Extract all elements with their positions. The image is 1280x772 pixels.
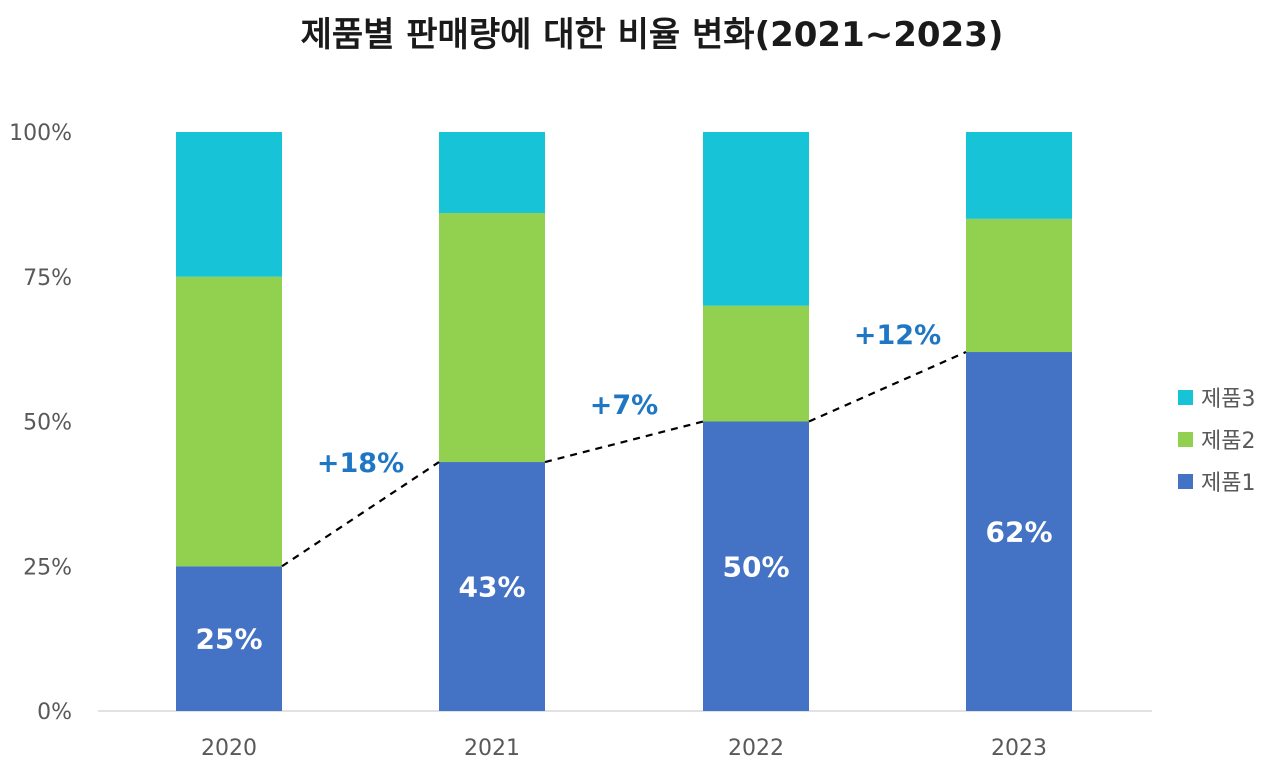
y-tick-label: 50% [23, 411, 72, 436]
data-labels: 25% 43% 50% 62% +18% +7% +12% [195, 320, 1052, 656]
connector-line [544, 420, 704, 464]
data-label: 50% [722, 550, 789, 583]
legend-swatch [1178, 432, 1193, 447]
legend-swatch [1178, 390, 1193, 405]
x-tick-label: 2020 [201, 736, 257, 761]
connector-line [808, 351, 967, 423]
x-axis: 2020 2021 2022 2023 [201, 736, 1047, 761]
data-label: 25% [195, 623, 262, 656]
y-tick-label: 0% [37, 700, 72, 725]
bars [176, 132, 1072, 711]
legend: 제품3 제품2 제품1 [1178, 387, 1255, 496]
x-tick-label: 2023 [991, 736, 1047, 761]
legend-label: 제품3 [1201, 387, 1255, 412]
change-label: +18% [317, 448, 404, 479]
x-tick-label: 2021 [464, 736, 520, 761]
legend-swatch [1178, 474, 1193, 489]
change-label: +12% [854, 320, 941, 351]
y-tick-label: 100% [9, 121, 72, 146]
x-tick-label: 2022 [728, 736, 784, 761]
legend-label: 제품1 [1201, 471, 1255, 496]
bar-segment-제품2-2022 [703, 305, 809, 422]
bar-segment-제품1-2023 [966, 352, 1072, 711]
legend-label: 제품2 [1201, 429, 1255, 454]
bar-segment-제품3-2023 [966, 132, 1072, 219]
bar-segment-제품3-2022 [703, 132, 809, 306]
y-tick-label: 75% [23, 266, 72, 291]
connector-lines [281, 351, 967, 568]
chart-title: 제품별 판매량에 대한 비율 변화(2021~2023) [301, 15, 1004, 55]
bar-segment-제품2-2021 [439, 213, 545, 463]
y-axis: 0% 25% 50% 75% 100% [9, 121, 72, 725]
data-label: 62% [985, 516, 1052, 549]
bar-segment-제품3-2020 [176, 132, 282, 277]
bar-segment-제품1-2020 [176, 566, 282, 711]
y-tick-label: 25% [23, 555, 72, 580]
data-label: 43% [458, 571, 525, 604]
bar-segment-제품1-2021 [439, 462, 545, 711]
connector-line [281, 461, 440, 568]
bar-segment-제품2-2023 [966, 218, 1072, 353]
bar-segment-제품2-2020 [176, 276, 282, 567]
bar-segment-제품3-2021 [439, 132, 545, 214]
bar-segment-제품1-2022 [703, 421, 809, 711]
change-label: +7% [590, 390, 658, 421]
